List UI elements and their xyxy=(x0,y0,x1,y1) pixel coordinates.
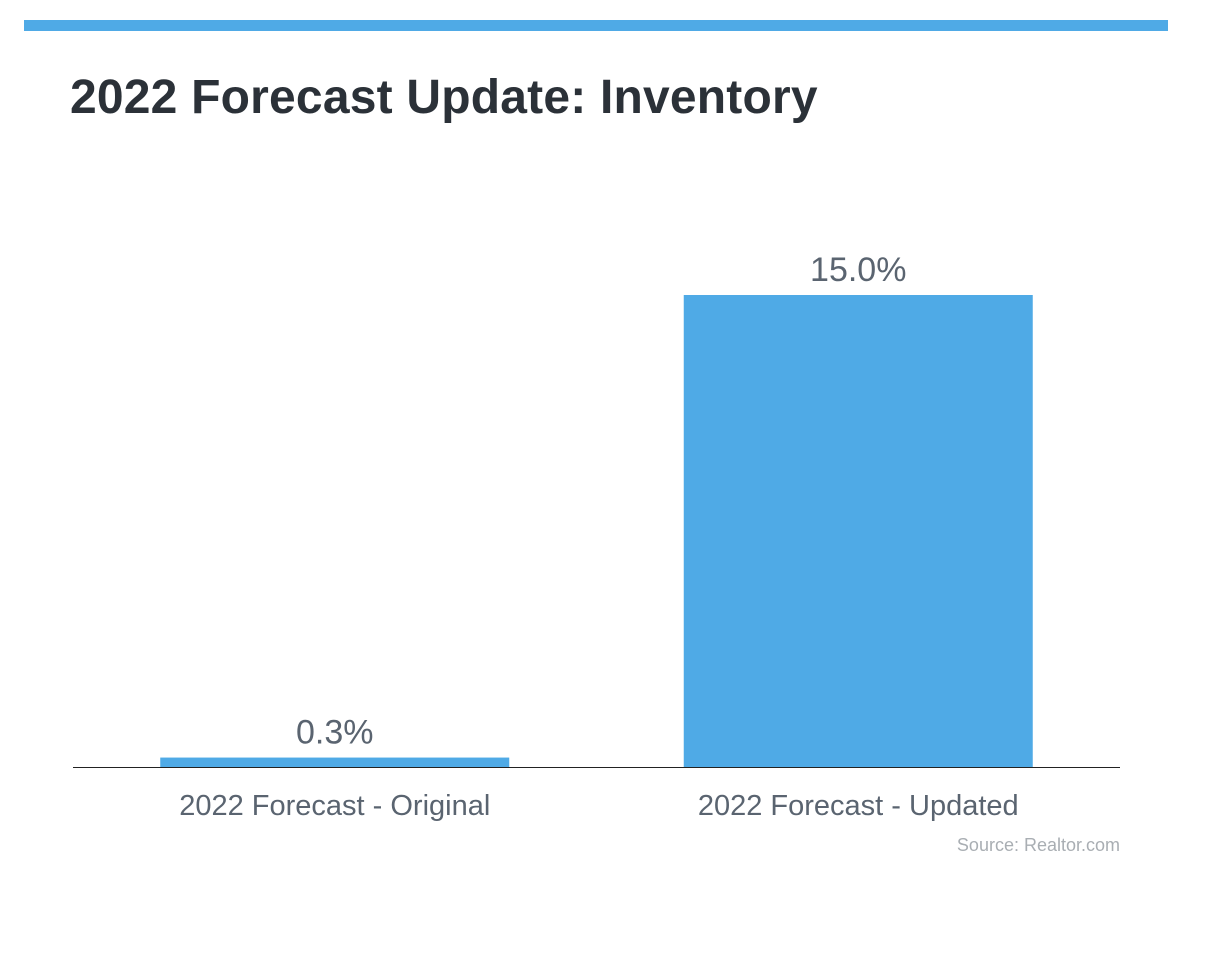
category-label-1: 2022 Forecast - Original xyxy=(179,790,490,822)
bar-1 xyxy=(160,757,510,767)
category-labels-group: 2022 Forecast - Original 2022 Forecast - … xyxy=(179,790,1018,822)
data-labels-group: 0.3% 15.0% xyxy=(296,251,906,752)
bar-2 xyxy=(683,295,1033,767)
data-label-1: 0.3% xyxy=(296,714,374,752)
category-label-2: 2022 Forecast - Updated xyxy=(698,790,1019,822)
bars-group xyxy=(160,295,1033,767)
accent-top-bar xyxy=(24,20,1168,31)
source-note: Source: Realtor.com xyxy=(956,835,1120,855)
page-title: 2022 Forecast Update: Inventory xyxy=(70,71,818,124)
data-label-2: 15.0% xyxy=(810,251,906,289)
